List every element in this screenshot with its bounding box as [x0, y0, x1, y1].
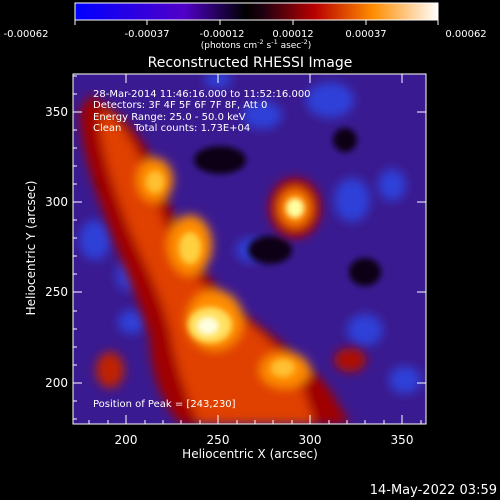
x-axis-label: Heliocentric X (arcsec) — [182, 447, 318, 461]
colorbar-ticks — [74, 20, 439, 25]
timestamp: 14-May-2022 03:59 — [370, 483, 497, 498]
chart-title: Reconstructed RHESSI Image — [148, 55, 353, 71]
y-axis-tick-labels: 200 250 300 350 — [45, 105, 68, 390]
x-tick-350: 350 — [391, 433, 414, 447]
x-axis-tick-labels: 200 250 300 350 — [115, 433, 414, 447]
colorbar-tick-labels: -0.00062 -0.00037 -0.00012 0.00012 0.000… — [4, 29, 487, 40]
heatmap-image — [73, 74, 426, 424]
annotation-time-range: 28-Mar-2014 11:46:16.000 to 11:52:16.000 — [93, 89, 311, 100]
x-axis-ticks — [88, 74, 422, 424]
y-axis-ticks — [73, 75, 426, 420]
cb-tick-4: 0.00012 — [272, 29, 313, 40]
y-axis-label: Heliocentric Y (arcsec) — [24, 181, 38, 316]
cb-tick-3: -0.00012 — [200, 29, 245, 40]
cb-tick-5: 0.00037 — [345, 29, 386, 40]
x-tick-200: 200 — [115, 433, 138, 447]
cb-tick-1: -0.00062 — [4, 29, 49, 40]
cb-tick-2: -0.00037 — [125, 29, 170, 40]
annotation-detectors: Detectors: 3F 4F 5F 6F 7F 8F, Att 0 — [93, 100, 267, 111]
annotation-peak-position: Position of Peak = [243,230] — [93, 399, 236, 410]
bright-cores — [146, 171, 295, 377]
y-tick-200: 200 — [45, 376, 68, 390]
image-annotations: 28-Mar-2014 11:46:16.000 to 11:52:16.000… — [93, 89, 311, 410]
y-tick-300: 300 — [45, 195, 68, 209]
y-tick-350: 350 — [45, 105, 68, 119]
x-tick-250: 250 — [207, 433, 230, 447]
annotation-energy-range: Energy Range: 25.0 - 50.0 keV — [93, 112, 246, 123]
colorbar — [74, 2, 439, 21]
colorbar-unit-label: (photons cm-2 s-1 asec-2) — [201, 38, 312, 51]
y-tick-250: 250 — [45, 285, 68, 299]
cb-tick-6: 0.00062 — [445, 29, 486, 40]
annotation-clean-counts: Clean Total counts: 1.73E+04 — [93, 123, 250, 134]
peak-cores — [197, 198, 304, 335]
plot-frame — [72, 73, 427, 425]
x-tick-300: 300 — [299, 433, 322, 447]
